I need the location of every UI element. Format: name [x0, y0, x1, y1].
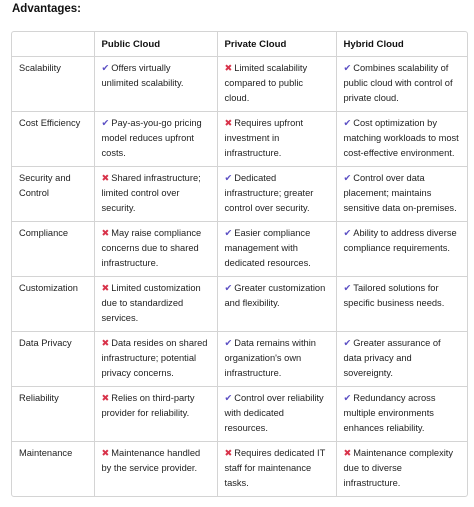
table-cell: ✔ Dedicated infrastructure; greater contr…	[217, 166, 337, 222]
check-icon: ✔	[101, 63, 110, 73]
check-icon: ✔	[343, 393, 352, 403]
cell-text: Easier compliance management with dedica…	[224, 228, 311, 268]
table-cell: ✔ Control over data placement; maintains …	[336, 166, 467, 222]
check-icon: ✔	[224, 173, 233, 183]
cell-text: Greater customization and flexibility.	[224, 283, 326, 308]
row-aspect-label: Customization	[12, 276, 95, 332]
table-row: Maintenance ✖ Maintenance handled by the s…	[12, 441, 467, 497]
table-cell: ✖ Shared infrastructure; limited control …	[94, 166, 218, 222]
cross-icon: ✖	[224, 63, 233, 73]
table-header-row: Public Cloud Private Cloud Hybrid Cloud	[12, 32, 467, 57]
table-cell: ✖ Maintenance complexity due to diverse i…	[336, 442, 467, 497]
row-aspect-label: Security and Control	[12, 166, 95, 222]
cell-text: Limited scalability compared to public c…	[224, 63, 308, 103]
cell-text: Offers virtually unlimited scalability.	[101, 63, 184, 88]
table-row: Cost Efficiency ✔ Pay-as-you-go pricing mo…	[12, 111, 467, 167]
table-cell: ✔ Easier compliance management with dedic…	[217, 221, 337, 277]
header-hybrid-cloud: Hybrid Cloud	[336, 32, 467, 57]
row-aspect-label: Data Privacy	[12, 331, 95, 387]
check-icon: ✔	[343, 283, 352, 293]
check-icon: ✔	[343, 228, 352, 238]
cell-text: Combines scalability of public cloud wit…	[343, 63, 453, 103]
table-cell: ✔ Control over reliability with dedicated…	[217, 386, 337, 442]
table-cell: ✖ Requires upfront investment in infrastr…	[217, 111, 337, 167]
table-cell: ✔ Ability to address diverse compliance r…	[336, 221, 467, 277]
cell-text: Tailored solutions for specific business…	[343, 283, 445, 308]
table-cell: ✖ Maintenance handled by the service prov…	[94, 441, 218, 496]
cross-icon: ✖	[101, 173, 110, 183]
table-cell: ✔ Pay-as-you-go pricing model reduces upf…	[94, 111, 218, 167]
cell-text: Greater assurance of data privacy and so…	[343, 338, 441, 378]
cross-icon: ✖	[101, 393, 110, 403]
table-row: Data Privacy ✖ Data resides on shared infr…	[12, 331, 467, 387]
cross-icon: ✖	[101, 228, 110, 238]
table-cell: ✖ Relies on third-party provider for reli…	[94, 386, 218, 442]
cell-text: Maintenance handled by the service provi…	[101, 448, 201, 473]
check-icon: ✔	[224, 338, 233, 348]
row-aspect-label: Cost Efficiency	[12, 111, 95, 167]
table-row: Scalability ✔ Offers virtually unlimited s…	[12, 56, 467, 112]
cell-text: Control over data placement; maintains s…	[343, 173, 457, 213]
cross-icon: ✖	[101, 448, 110, 458]
check-icon: ✔	[101, 118, 110, 128]
cell-text: Dedicated infrastructure; greater contro…	[224, 173, 314, 213]
cell-text: Data remains within organization's own i…	[224, 338, 316, 378]
check-icon: ✔	[224, 283, 233, 293]
cell-text: Shared infrastructure; limited control o…	[101, 173, 201, 213]
comparison-table: Public Cloud Private Cloud Hybrid Cloud …	[12, 32, 467, 496]
check-icon: ✔	[224, 393, 233, 403]
cell-text: Cost optimization by matching workloads …	[343, 118, 459, 158]
cell-text: Pay-as-you-go pricing model reduces upfr…	[101, 118, 202, 158]
row-aspect-label: Reliability	[12, 386, 95, 442]
check-icon: ✔	[224, 228, 233, 238]
header-private-cloud: Private Cloud	[217, 32, 337, 57]
table-row: Reliability ✖ Relies on third-party provid…	[12, 386, 467, 442]
cross-icon: ✖	[101, 338, 110, 348]
table-cell: ✔ Cost optimization by matching workloads…	[336, 111, 467, 167]
table-cell: ✔ Tailored solutions for specific busines…	[336, 276, 467, 332]
table-cell: ✔ Redundancy across multiple environments…	[336, 386, 467, 442]
table-cell: ✔ Data remains within organization's own …	[217, 331, 337, 387]
cross-icon: ✖	[343, 448, 352, 458]
table-cell: ✖ Data resides on shared infrastructure; …	[94, 331, 218, 387]
cell-text: Control over reliability with dedicated …	[224, 393, 324, 433]
comparison-table-container: Public Cloud Private Cloud Hybrid Cloud …	[11, 31, 468, 497]
cell-text: Limited customization due to standardize…	[101, 283, 201, 323]
cell-text: Relies on third-party provider for relia…	[101, 393, 195, 418]
table-cell: ✔ Greater customization and flexibility.	[217, 276, 337, 332]
check-icon: ✔	[343, 173, 352, 183]
cell-text: Maintenance complexity due to diverse in…	[343, 448, 454, 488]
cell-text: Requires upfront investment in infrastru…	[224, 118, 304, 158]
row-aspect-label: Maintenance	[12, 441, 95, 496]
table-row: Compliance ✖ May raise compliance concerns…	[12, 221, 467, 277]
cell-text: May raise compliance concerns due to sha…	[101, 228, 202, 268]
row-aspect-label: Compliance	[12, 221, 95, 277]
table-cell: ✔ Offers virtually unlimited scalability.	[94, 56, 218, 112]
table-cell: ✖ Limited customization due to standardiz…	[94, 276, 218, 332]
cross-icon: ✖	[224, 118, 233, 128]
header-public-cloud: Public Cloud	[94, 32, 218, 57]
cross-icon: ✖	[101, 283, 110, 293]
cell-text: Ability to address diverse compliance re…	[343, 228, 457, 253]
cell-text: Data resides on shared infrastructure; p…	[101, 338, 208, 378]
table-cell: ✖ May raise compliance concerns due to sh…	[94, 221, 218, 277]
cell-text: Requires dedicated IT staff for maintena…	[224, 448, 326, 488]
header-aspect	[12, 32, 95, 57]
table-cell: ✖ Limited scalability compared to public …	[217, 56, 337, 112]
table-row: Customization ✖ Limited customization due …	[12, 276, 467, 332]
table-row: Security and Control ✖ Shared infrastructu…	[12, 166, 467, 222]
table-cell: ✖ Requires dedicated IT staff for mainten…	[217, 441, 337, 496]
table-cell: ✔ Combines scalability of public cloud wi…	[336, 56, 467, 112]
row-aspect-label: Scalability	[12, 56, 95, 112]
cell-text: Redundancy across multiple environments …	[343, 393, 436, 433]
cross-icon: ✖	[224, 448, 233, 458]
check-icon: ✔	[343, 63, 352, 73]
check-icon: ✔	[343, 118, 352, 128]
table-cell: ✔ Greater assurance of data privacy and s…	[336, 331, 467, 387]
check-icon: ✔	[343, 338, 352, 348]
section-heading: Advantages:	[12, 3, 82, 15]
